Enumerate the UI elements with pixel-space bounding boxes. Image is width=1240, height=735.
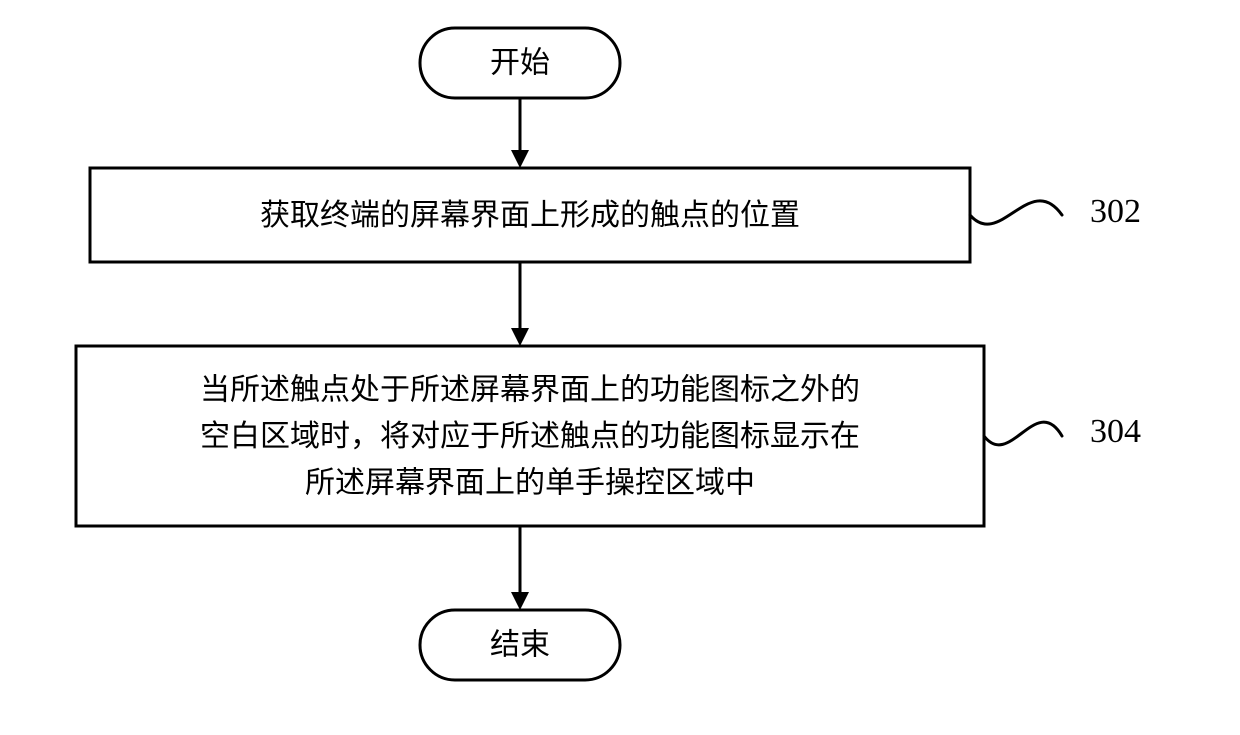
callout-label-302: 302 <box>1090 193 1141 230</box>
step304-label: 当所述触点处于所述屏幕界面上的功能图标之外的空白区域时，将对应于所述触点的功能图… <box>200 373 860 499</box>
step302-label: 获取终端的屏幕界面上形成的触点的位置 <box>260 199 800 232</box>
callout-connector-304 <box>984 422 1062 445</box>
end-label: 结束 <box>490 629 550 662</box>
arrowhead-0 <box>511 150 529 168</box>
callout-label-304: 304 <box>1090 413 1141 450</box>
arrowhead-1 <box>511 328 529 346</box>
start-label: 开始 <box>490 47 550 80</box>
callout-connector-302 <box>970 201 1062 224</box>
flowchart-figure: 开始获取终端的屏幕界面上形成的触点的位置当所述触点处于所述屏幕界面上的功能图标之… <box>0 0 1240 735</box>
arrowhead-2 <box>511 592 529 610</box>
